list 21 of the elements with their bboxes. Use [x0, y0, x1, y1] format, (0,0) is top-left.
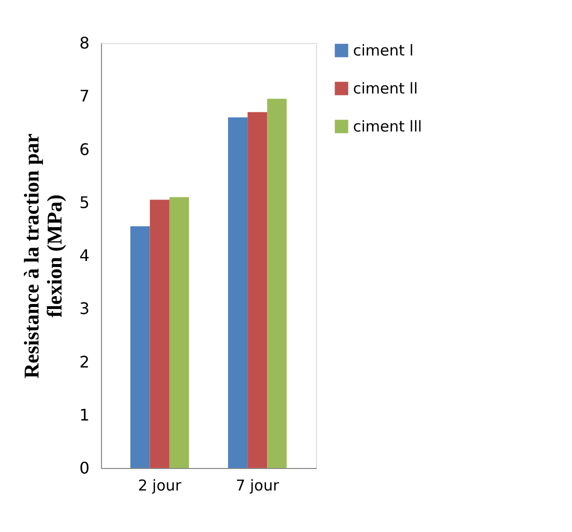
bar [169, 197, 189, 468]
bar [248, 112, 268, 468]
y-axis-title: Resistance à la traction par flexion (MPa) [19, 134, 66, 378]
y-tick-label: 7 [79, 86, 90, 106]
y-tick-label: 2 [79, 352, 90, 372]
y-tick-label: 0 [79, 458, 90, 478]
y-tick-label: 1 [79, 405, 90, 424]
y-tick-label: 8 [79, 34, 90, 52]
legend-label: ciment lll [353, 118, 422, 136]
bar [130, 226, 150, 468]
bar [228, 117, 248, 468]
legend-label: ciment l [353, 42, 414, 60]
bar [267, 98, 287, 468]
x-tick-label: 7 jour [236, 476, 280, 494]
bar [150, 200, 170, 468]
x-tick-label: 2 jour [138, 476, 182, 494]
y-tick-label: 5 [79, 192, 90, 212]
y-tick-label: 3 [79, 299, 90, 318]
y-tick-label: 6 [79, 140, 90, 159]
legend-label: ciment ll [353, 80, 418, 98]
y-tick-label: 4 [79, 246, 90, 265]
